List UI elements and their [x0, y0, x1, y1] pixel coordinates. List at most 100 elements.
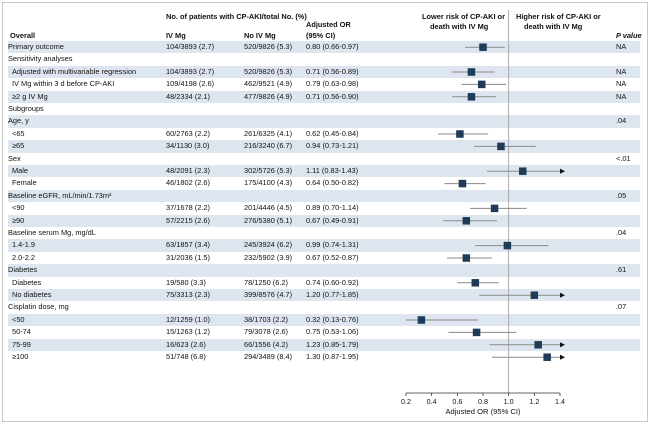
row-label: Adjusted with multivariable regression — [12, 66, 137, 76]
table-row: No diabetes 75/3313 (2.3) 399/8576 (4.7) 1.… — [8, 289, 640, 302]
row-label: Sex — [8, 153, 21, 163]
x-tick-label: 1.4 — [555, 397, 565, 406]
table-row: <90 37/1678 (2.2) 201/4446 (4.5) 0.89 (0.70… — [8, 202, 640, 214]
row-no-iv-mg: 276/5380 (5.1) — [244, 215, 293, 225]
row-iv-mg: 15/1263 (1.2) — [166, 327, 210, 337]
row-iv-mg: 75/3313 (2.3) — [166, 290, 210, 299]
row-p-value: .04 — [616, 228, 627, 237]
header-no-iv-mg: No IV Mg — [244, 31, 276, 40]
x-tick-label: 1.2 — [529, 397, 539, 406]
table-row: Cisplatin dose, mg .07 — [8, 301, 640, 313]
header-patients-group: No. of patients with CP-AKI/total No. (%… — [166, 12, 307, 21]
row-no-iv-mg: 261/6325 (4.1) — [244, 128, 293, 138]
table-row: Female 46/1802 (2.6) 175/4100 (4.3) 0.64 (0… — [8, 177, 640, 189]
row-label: <90 — [12, 203, 25, 213]
or-marker — [458, 179, 467, 188]
row-label: IV Mg within 3 d before CP-AKI — [12, 79, 115, 89]
or-marker — [479, 43, 487, 51]
row-adjusted-or: 0.71 (0.56-0.90) — [306, 91, 359, 101]
row-label: Female — [12, 178, 37, 188]
row-p-value: .05 — [616, 190, 627, 200]
row-no-iv-mg: 302/5726 (5.3) — [244, 166, 293, 175]
row-iv-mg: 48/2334 (2.1) — [166, 91, 210, 101]
or-marker — [530, 291, 539, 299]
table-row: Sensitivity analyses — [8, 53, 640, 65]
table-row: ≥65 34/1130 (3.0) 216/3240 (6.7) 0.94 (0.73… — [8, 140, 640, 153]
row-adjusted-or: 0.64 (0.50-0.82) — [306, 178, 359, 188]
row-p-value: NA — [616, 79, 627, 89]
header-or-line1: Adjusted OR — [306, 20, 351, 29]
header-p-value: P value — [616, 31, 642, 40]
table-row: ≥90 57/2215 (2.6) 276/5380 (5.1) 0.67 (0.49… — [8, 214, 640, 227]
table-row: ≥2 g IV Mg 48/2334 (2.1) 477/9826 (4.9) 0.7… — [8, 90, 640, 103]
row-label: Diabetes — [12, 277, 42, 287]
table-row: Baseline eGFR, mL/min/1.73m² .05 — [8, 189, 640, 203]
row-no-iv-mg: 201/4446 (4.5) — [244, 203, 293, 213]
row-label: 1.4-1.9 — [12, 240, 36, 250]
x-tick-label: 0.6 — [452, 397, 462, 406]
x-tick-label: 0.8 — [478, 397, 488, 406]
row-adjusted-or: 0.75 (0.53-1.06) — [306, 327, 359, 337]
row-adjusted-or: 0.99 (0.74-1.31) — [306, 240, 359, 250]
row-label: Primary outcome — [8, 42, 64, 51]
x-tick-label: 0.2 — [401, 397, 411, 406]
row-label: Subgroups — [8, 104, 44, 113]
x-axis-label: Adjusted OR (95% CI) — [445, 407, 521, 416]
row-adjusted-or: 0.62 (0.45-0.84) — [306, 128, 359, 138]
row-adjusted-or: 0.67 (0.49-0.91) — [306, 215, 359, 225]
row-label: 75-99 — [12, 339, 31, 349]
header-overall: Overall — [10, 31, 36, 40]
row-iv-mg: 34/1130 (3.0) — [166, 141, 210, 151]
row-no-iv-mg: 66/1556 (4.2) — [244, 339, 288, 349]
x-tick-label: 0.4 — [427, 397, 437, 406]
row-no-iv-mg: 78/1250 (6.2) — [244, 277, 288, 287]
row-no-iv-mg: 294/3489 (8.4) — [244, 352, 293, 361]
ci-arrow — [560, 168, 565, 174]
row-adjusted-or: 0.80 (0.66-0.97) — [306, 42, 359, 51]
row-no-iv-mg: 79/3078 (2.6) — [244, 327, 288, 337]
row-label: Diabetes — [8, 265, 38, 275]
row-iv-mg: 46/1802 (2.6) — [166, 178, 210, 188]
or-marker — [534, 341, 542, 349]
row-iv-mg: 104/3893 (2.7) — [166, 42, 215, 51]
table-row: Diabetes 19/580 (3.3) 78/1250 (6.2) 0.74 (0… — [8, 277, 640, 289]
row-no-iv-mg: 245/3924 (6.2) — [244, 240, 293, 250]
row-no-iv-mg: 462/9521 (4.9) — [244, 79, 293, 89]
table-row: Male 48/2091 (2.3) 302/5726 (5.3) 1.11 (0.8… — [8, 165, 640, 178]
row-iv-mg: 19/580 (3.3) — [166, 277, 206, 287]
row-no-iv-mg: 520/9826 (5.3) — [244, 66, 293, 76]
row-iv-mg: 109/4198 (2.6) — [166, 79, 215, 89]
row-iv-mg: 57/2215 (2.6) — [166, 215, 210, 225]
row-iv-mg: 51/748 (6.8) — [166, 352, 206, 361]
row-adjusted-or: 0.74 (0.60-0.92) — [306, 277, 359, 287]
row-iv-mg: 104/3893 (2.7) — [166, 66, 215, 76]
row-iv-mg: 16/623 (2.6) — [166, 339, 206, 349]
header-higher-risk-line2: death with IV Mg — [524, 22, 583, 31]
or-marker — [497, 142, 505, 151]
row-no-iv-mg: 477/9826 (4.9) — [244, 91, 293, 101]
row-label: Male — [12, 166, 29, 175]
row-label: ≥90 — [12, 215, 25, 225]
row-p-value: <.01 — [616, 153, 631, 163]
table-row: <50 12/1259 (1.0) 38/1703 (2.2) 0.32 (0.13-… — [8, 313, 640, 327]
row-label: ≥2 g IV Mg — [12, 91, 48, 101]
row-label: Sensitivity analyses — [8, 54, 73, 64]
row-adjusted-or: 0.71 (0.56-0.89) — [306, 66, 359, 76]
table-row: 50-74 15/1263 (1.2) 79/3078 (2.6) 0.75 (0.5… — [8, 326, 640, 338]
table-row: 75-99 16/623 (2.6) 66/1556 (4.2) 1.23 (0.85… — [8, 338, 640, 351]
row-no-iv-mg: 216/3240 (6.7) — [244, 141, 293, 151]
table-row: Subgroups — [8, 103, 640, 115]
row-adjusted-or: 1.20 (0.77-1.85) — [306, 290, 359, 299]
ci-arrow — [560, 292, 565, 298]
row-iv-mg: 12/1259 (1.0) — [166, 314, 210, 324]
header-higher-risk-line1: Higher risk of CP-AKI or — [516, 12, 601, 21]
row-label: Baseline serum Mg, mg/dL — [8, 228, 96, 237]
table-row: Sex <.01 — [8, 153, 640, 165]
table-row: IV Mg within 3 d before CP-AKI 109/4198 (… — [8, 78, 640, 90]
row-p-value: NA — [616, 42, 627, 51]
or-marker — [471, 279, 480, 287]
row-iv-mg: 37/1678 (2.2) — [166, 203, 210, 213]
header-lower-risk-line2: death with IV Mg — [430, 22, 489, 31]
or-marker — [467, 68, 476, 76]
row-adjusted-or: 0.32 (0.13-0.76) — [306, 314, 359, 324]
